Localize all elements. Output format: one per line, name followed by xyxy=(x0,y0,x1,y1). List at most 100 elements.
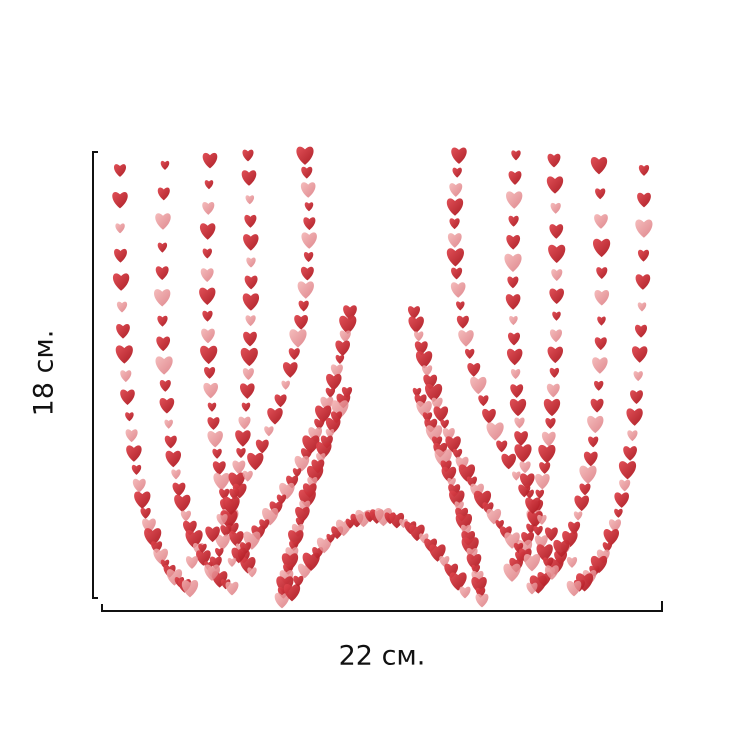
heart xyxy=(539,462,551,474)
heart xyxy=(126,445,142,462)
heart xyxy=(507,276,519,289)
heart xyxy=(456,301,465,311)
heart xyxy=(588,436,599,448)
heart xyxy=(171,469,181,480)
heart xyxy=(281,380,290,390)
heart xyxy=(408,316,424,333)
heart xyxy=(243,234,259,251)
dimension-brackets xyxy=(92,151,663,612)
heart xyxy=(202,152,218,169)
heart xyxy=(535,489,545,499)
heart xyxy=(594,289,610,306)
heart xyxy=(549,329,563,343)
heart xyxy=(506,348,523,366)
heart xyxy=(227,557,237,567)
heart xyxy=(236,448,246,458)
heart xyxy=(303,217,316,231)
heart xyxy=(459,586,471,599)
heart xyxy=(635,219,653,238)
heart xyxy=(134,491,151,509)
heart xyxy=(125,412,134,422)
heart xyxy=(165,450,182,468)
heart xyxy=(300,266,314,281)
heart xyxy=(240,347,258,367)
heart xyxy=(116,301,128,313)
heart xyxy=(294,455,310,472)
heart xyxy=(301,166,313,179)
heart xyxy=(203,382,219,399)
heart xyxy=(215,548,224,558)
heart xyxy=(482,408,496,424)
heart xyxy=(507,332,521,346)
heart xyxy=(245,315,256,327)
heart xyxy=(623,446,637,461)
heart xyxy=(202,310,213,322)
heart xyxy=(449,218,460,230)
heart xyxy=(447,233,462,248)
heart xyxy=(304,202,314,212)
heart xyxy=(594,380,604,391)
heart xyxy=(297,281,314,299)
heart xyxy=(292,468,302,478)
heart xyxy=(199,287,216,305)
heart xyxy=(627,430,638,442)
heart xyxy=(619,479,631,492)
heart xyxy=(155,213,171,230)
heart xyxy=(614,492,630,508)
heart xyxy=(300,182,316,198)
heart xyxy=(296,146,314,165)
heart xyxy=(274,394,287,408)
heart xyxy=(579,465,597,484)
heart xyxy=(590,157,608,175)
heart xyxy=(550,202,561,214)
heart xyxy=(456,315,469,329)
heart xyxy=(212,448,222,459)
heart xyxy=(160,160,170,170)
heart xyxy=(154,289,171,307)
heart xyxy=(504,253,522,272)
heart xyxy=(546,176,564,194)
heart xyxy=(156,336,171,352)
heart xyxy=(514,417,525,429)
heart xyxy=(465,348,475,359)
heart xyxy=(172,482,186,497)
heart xyxy=(590,398,604,413)
heart xyxy=(255,439,269,454)
heart xyxy=(509,398,527,417)
heart xyxy=(204,366,216,379)
heart xyxy=(164,419,173,429)
heart xyxy=(450,282,466,298)
heart xyxy=(242,293,260,311)
heart xyxy=(626,408,643,426)
heart xyxy=(202,202,215,215)
heart xyxy=(637,192,651,208)
heart xyxy=(496,440,508,453)
heart xyxy=(592,357,608,374)
heart xyxy=(523,554,541,572)
heart xyxy=(200,268,214,283)
heart xyxy=(243,331,257,347)
heart xyxy=(637,249,650,262)
heart xyxy=(298,300,309,312)
heart xyxy=(510,384,524,398)
heart xyxy=(301,232,317,249)
heart xyxy=(508,215,519,227)
heart xyxy=(573,511,583,521)
heart xyxy=(202,248,212,259)
heart xyxy=(511,150,521,161)
heart xyxy=(159,397,175,414)
heart xyxy=(583,451,598,467)
height-bracket xyxy=(92,151,98,599)
heart xyxy=(335,354,345,364)
height-label: 18 см. xyxy=(29,330,60,417)
heart xyxy=(239,383,255,399)
heart xyxy=(245,195,255,205)
heart xyxy=(212,461,226,475)
heart xyxy=(597,316,606,326)
heart xyxy=(470,376,487,395)
heart xyxy=(618,461,637,480)
heart xyxy=(159,379,171,392)
heart xyxy=(549,288,565,304)
heart xyxy=(407,306,421,319)
